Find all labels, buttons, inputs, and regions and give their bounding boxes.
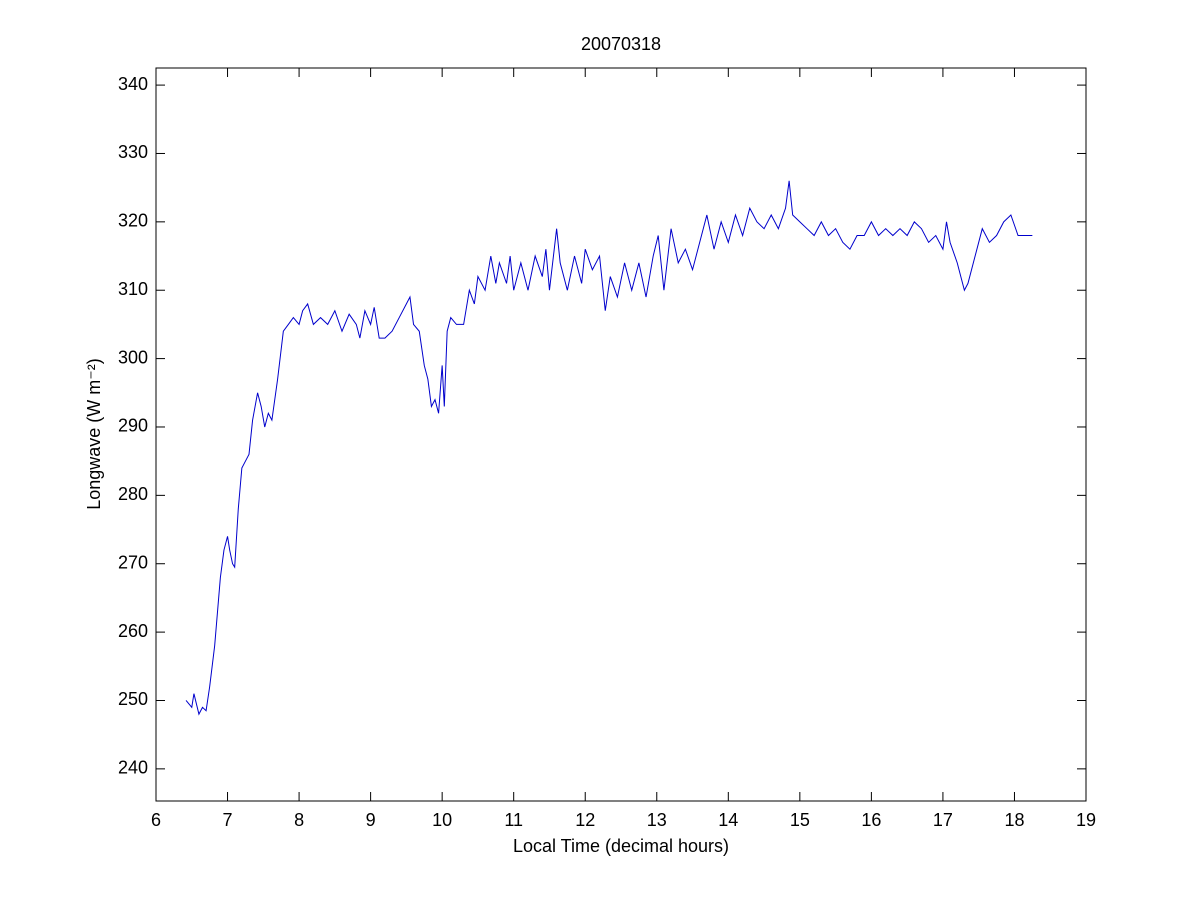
data-line bbox=[185, 180, 1033, 716]
y-tick-label: 240 bbox=[118, 758, 148, 778]
y-tick-label: 300 bbox=[118, 347, 148, 367]
x-tick-label: 18 bbox=[1004, 810, 1024, 830]
x-tick-label: 11 bbox=[504, 810, 523, 830]
x-tick-label: 16 bbox=[861, 810, 881, 830]
x-tick-label: 9 bbox=[366, 810, 376, 830]
y-tick-label: 260 bbox=[118, 621, 148, 641]
x-tick-label: 10 bbox=[432, 810, 452, 830]
x-tick-label: 12 bbox=[575, 810, 595, 830]
x-tick-label: 13 bbox=[647, 810, 667, 830]
y-axis-label: Longwave (W m⁻²) bbox=[84, 358, 104, 510]
x-tick-label: 8 bbox=[294, 810, 304, 830]
y-tick-label: 330 bbox=[118, 142, 148, 162]
x-axis-label: Local Time (decimal hours) bbox=[513, 836, 729, 856]
x-tick-label: 17 bbox=[933, 810, 953, 830]
x-tick-label: 15 bbox=[790, 810, 810, 830]
chart-title: 20070318 bbox=[581, 34, 661, 54]
y-tick-label: 270 bbox=[118, 552, 148, 572]
x-tick-label: 7 bbox=[223, 810, 233, 830]
plot-area bbox=[155, 67, 1087, 802]
y-tick-label: 280 bbox=[118, 484, 148, 504]
y-tick-label: 320 bbox=[118, 211, 148, 231]
y-tick-label: 310 bbox=[118, 279, 148, 299]
y-tick-label: 340 bbox=[118, 74, 148, 94]
x-tick-label: 19 bbox=[1076, 810, 1096, 830]
x-tick-label: 6 bbox=[151, 810, 161, 830]
y-tick-label: 290 bbox=[118, 416, 148, 436]
x-tick-label: 14 bbox=[718, 810, 738, 830]
y-tick-label: 250 bbox=[118, 689, 148, 709]
